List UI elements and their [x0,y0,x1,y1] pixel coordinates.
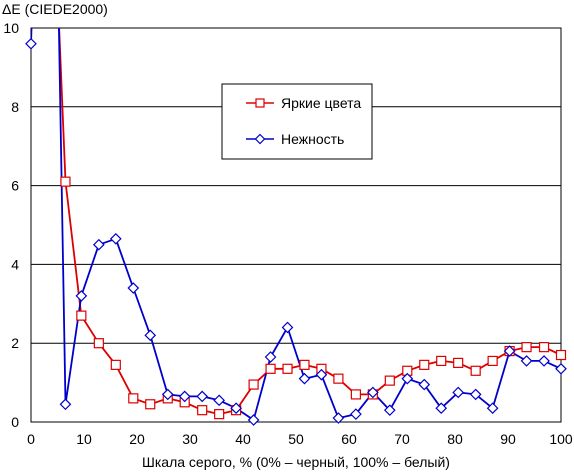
series-1-point [521,342,532,353]
y-tick-label: 8 [11,99,19,115]
series-2-point [247,414,260,426]
series-2-point [127,282,140,294]
series-1-point [128,393,139,404]
series-2-point [213,394,225,407]
series-2-point [92,238,105,251]
series-2-point [401,372,414,385]
y-tick-label: 10 [3,20,19,36]
series-2-point [332,412,345,424]
series-1-point [538,342,550,353]
legend-label-series-2: Нежность [281,131,344,147]
legend-label-series-1: Яркие цвета [281,95,361,111]
x-tick-label: 0 [27,431,35,447]
series-2-point [161,388,174,401]
series-2-point [196,390,209,403]
x-tick-label: 50 [288,431,304,447]
y-tick-label: 0 [11,414,19,430]
series-1-point [384,375,395,386]
y-axis-label: ΔE (CIEDE2000) [2,1,108,17]
x-tick-label: 60 [341,431,357,447]
series-layer [31,28,561,421]
series-1-point [299,359,310,370]
series-1-point [282,363,293,374]
series-1-point [76,310,87,321]
series-2-point [367,386,379,399]
series-2-point [538,355,550,367]
series-1-point [214,409,225,420]
series-2-point [520,355,533,367]
x-tick-label: 70 [394,431,410,447]
y-tick-label: 6 [11,178,19,194]
series-2-point [418,378,431,391]
series-1-point [110,359,121,370]
series-1-point [555,349,567,361]
series-2-point [469,388,482,401]
series-2-point [503,345,516,357]
series-1-point [145,399,156,410]
series-1-point [470,365,481,376]
x-tick-label: 90 [500,431,516,447]
series-2-point [109,232,122,245]
series-1-point [453,357,464,368]
series-1-point [436,355,447,367]
plot-frame [30,27,562,423]
legend-marker-series-1 [255,98,265,108]
series-1-point [419,359,430,370]
series-2-point [25,37,37,50]
series-2-point [75,290,88,302]
series-1-point [487,355,498,367]
series-1-point [197,405,208,416]
series-2-point [315,368,328,381]
series-2-point [59,398,72,411]
x-tick-label: 40 [235,431,251,447]
series-2-point [383,404,396,417]
legend-marker-series-2 [254,133,266,145]
series-1-point [60,176,71,187]
series-2-point [281,321,294,334]
series-2-point [298,372,311,385]
series-2-point [435,402,448,415]
series-1-point [265,363,276,374]
x-tick-label: 100 [549,431,573,447]
y-tick-label: 2 [11,335,19,351]
series-1-point [248,379,259,390]
x-tick-label: 20 [129,431,145,447]
series-2-point [486,402,499,415]
y-tick-labels: 0 2 4 6 8 10 [3,20,19,430]
series-1-point [350,389,361,400]
x-tick-label: 30 [182,431,198,447]
series-2-point [452,386,465,399]
x-tick-labels: 0 10 20 30 40 50 60 70 80 90 100 [27,431,573,447]
series-2-point [350,408,362,420]
markers-layer [25,37,567,426]
series-2-point [230,402,242,415]
series-2-point [264,351,277,363]
series-2-point [144,329,157,342]
series-2-point [555,362,567,375]
x-axis-label: Шкала серого, % (0% – черный, 100% – бел… [142,454,450,470]
series-1-point [93,338,104,349]
x-tick-label: 80 [447,431,463,447]
y-tick-label: 4 [11,256,19,272]
series-1-point [333,373,344,384]
series-2-point [178,390,191,403]
x-tick-label: 10 [76,431,92,447]
legend-box [221,83,373,160]
legend: Яркие цвета Нежность [221,83,373,160]
